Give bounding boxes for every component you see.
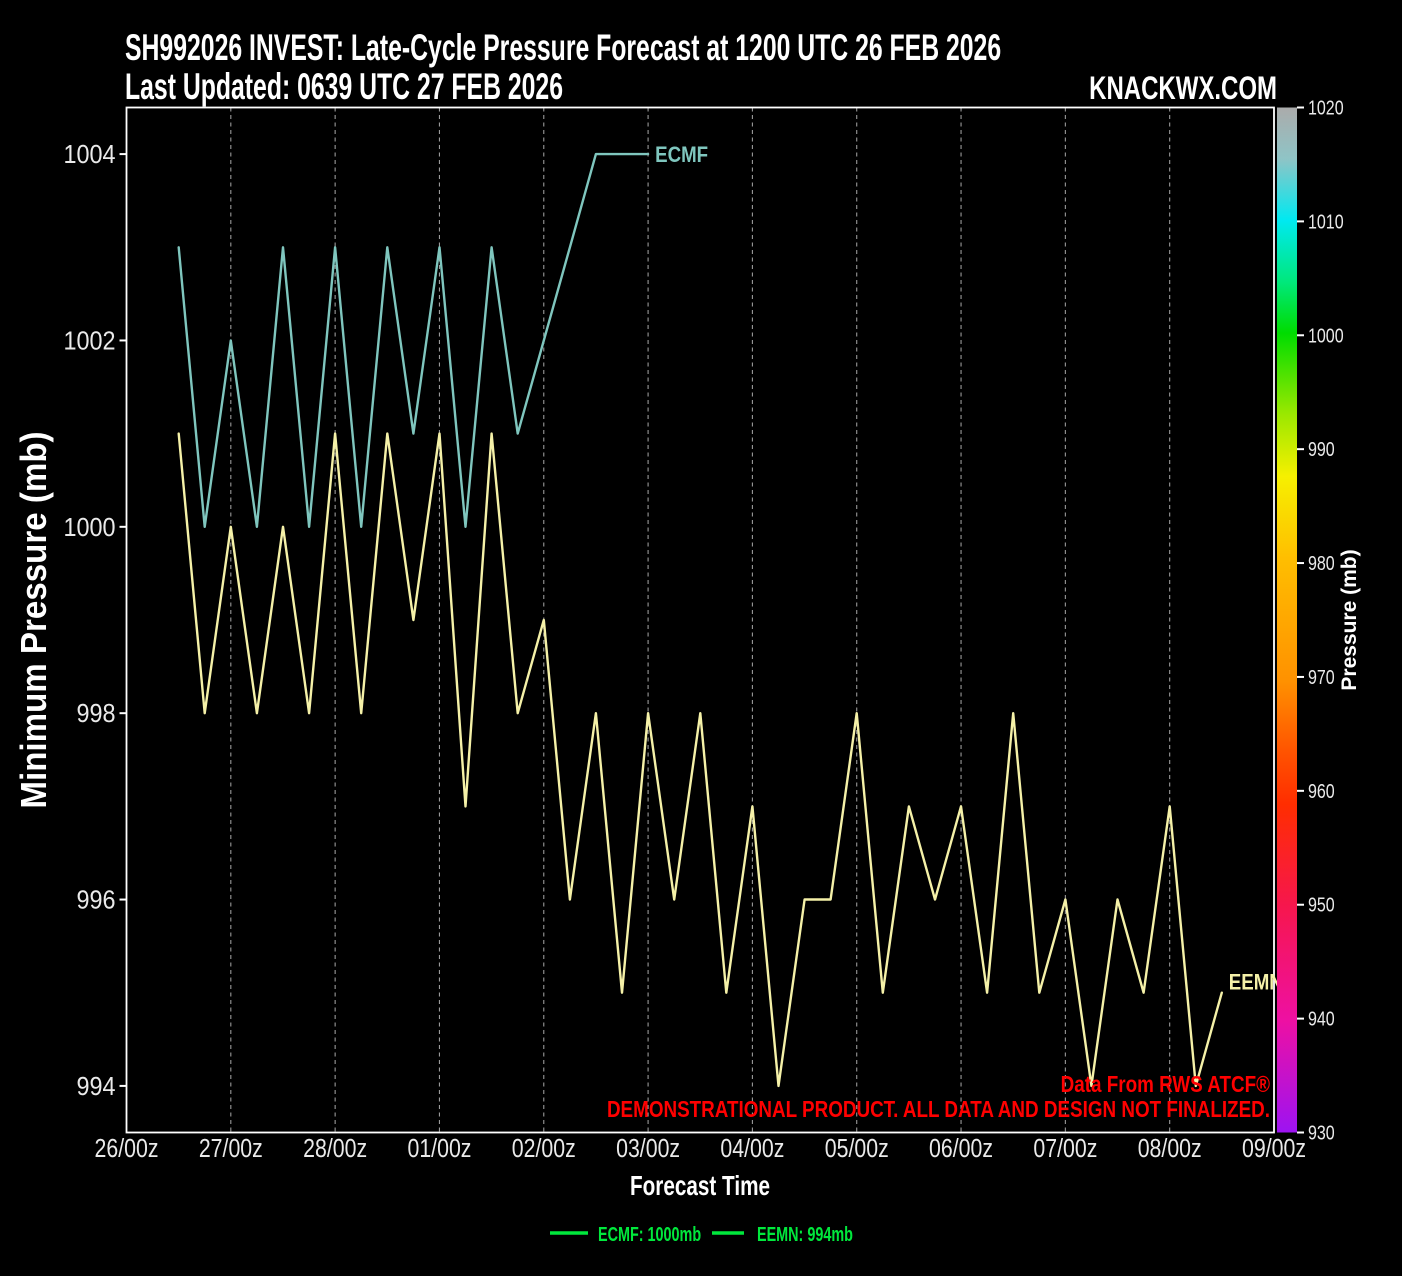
y-axis-tick-labels: 994 996 998 1000 1002 1004 [63, 141, 115, 1101]
watermark-source: Data From RWS ATCF® [1061, 1072, 1271, 1097]
ecmf-line [177, 152, 650, 528]
y-tick-label: 998 [76, 700, 115, 728]
x-tick-label: 03/00z [616, 1134, 680, 1164]
colorbar-tick-label: 960 [1308, 780, 1335, 802]
colorbar-tick-label: 930 [1308, 1122, 1335, 1144]
x-tick-label: 09/00z [1242, 1134, 1306, 1164]
colorbar-tick-label: 970 [1308, 666, 1335, 688]
x-tick-label: 07/00z [1033, 1134, 1097, 1164]
watermark-disclaimer: DEMONSTRATIONAL PRODUCT. ALL DATA AND DE… [607, 1097, 1270, 1122]
y-tick-label: 1004 [63, 141, 115, 169]
page-title: SH992026 INVEST: Late-Cycle Pressure For… [125, 26, 1001, 68]
x-tick-label: 05/00z [825, 1134, 889, 1164]
x-axis-label: Forecast Time [630, 1171, 770, 1202]
legend-label-ecmf: ECMF: 1000mb [598, 1223, 701, 1246]
x-tick-label: 08/00z [1138, 1134, 1202, 1164]
y-tick-label: 994 [76, 1073, 115, 1101]
colorbar: 1020 1010 1000 990 980 970 960 950 940 930 Pressu… [1277, 97, 1361, 1144]
legend: ECMF: 1000mb EEMN: 994mb [550, 1223, 853, 1246]
y-axis-ticks [119, 153, 127, 1087]
y-tick-label: 1002 [63, 327, 115, 355]
colorbar-tick-label: 1020 [1308, 97, 1344, 119]
x-tick-label: 01/00z [407, 1134, 471, 1164]
colorbar-tick-label: 990 [1308, 438, 1335, 460]
brand-watermark: KNACKWX.COM [1089, 70, 1277, 106]
colorbar-ticks: 1020 1010 1000 990 980 970 960 950 940 930 [1297, 97, 1344, 1144]
legend-label-eemn: EEMN: 994mb [757, 1223, 853, 1246]
gridlines [230, 107, 1171, 1133]
colorbar-tick-label: 1010 [1308, 211, 1344, 233]
colorbar-label: Pressure (mb) [1338, 549, 1361, 690]
colorbar-tick-label: 980 [1308, 552, 1335, 574]
y-axis-label: Minimum Pressure (mb) [15, 431, 55, 808]
x-tick-label: 04/00z [720, 1134, 784, 1164]
x-tick-label: 28/00z [303, 1134, 367, 1164]
x-tick-label: 02/00z [512, 1134, 576, 1164]
plot-area: 994 996 998 1000 1002 1004 26/00z 27/00z 28/00z… [63, 106, 1306, 1164]
x-axis-tick-labels: 26/00z 27/00z 28/00z 01/00z 02/00z 03/00z 04/0… [95, 1134, 1306, 1164]
y-tick-label: 1000 [63, 514, 115, 542]
x-tick-label: 06/00z [929, 1134, 993, 1164]
colorbar-tick-label: 1000 [1308, 325, 1344, 347]
colorbar-tick-label: 940 [1308, 1008, 1335, 1030]
eemn-series-label: EEMN [1229, 971, 1283, 995]
x-tick-label: 26/00z [95, 1134, 159, 1164]
ecmf-series-label: ECMF [655, 144, 708, 168]
y-tick-label: 996 [76, 886, 115, 914]
colorbar-tick-label: 950 [1308, 894, 1335, 916]
colorbar-swatch [1277, 107, 1297, 1133]
plot-border [125, 106, 1275, 1134]
page-subtitle: Last Updated: 0639 UTC 27 FEB 2026 [125, 65, 563, 107]
eemn-line [177, 432, 1224, 1088]
x-tick-label: 27/00z [199, 1134, 263, 1164]
